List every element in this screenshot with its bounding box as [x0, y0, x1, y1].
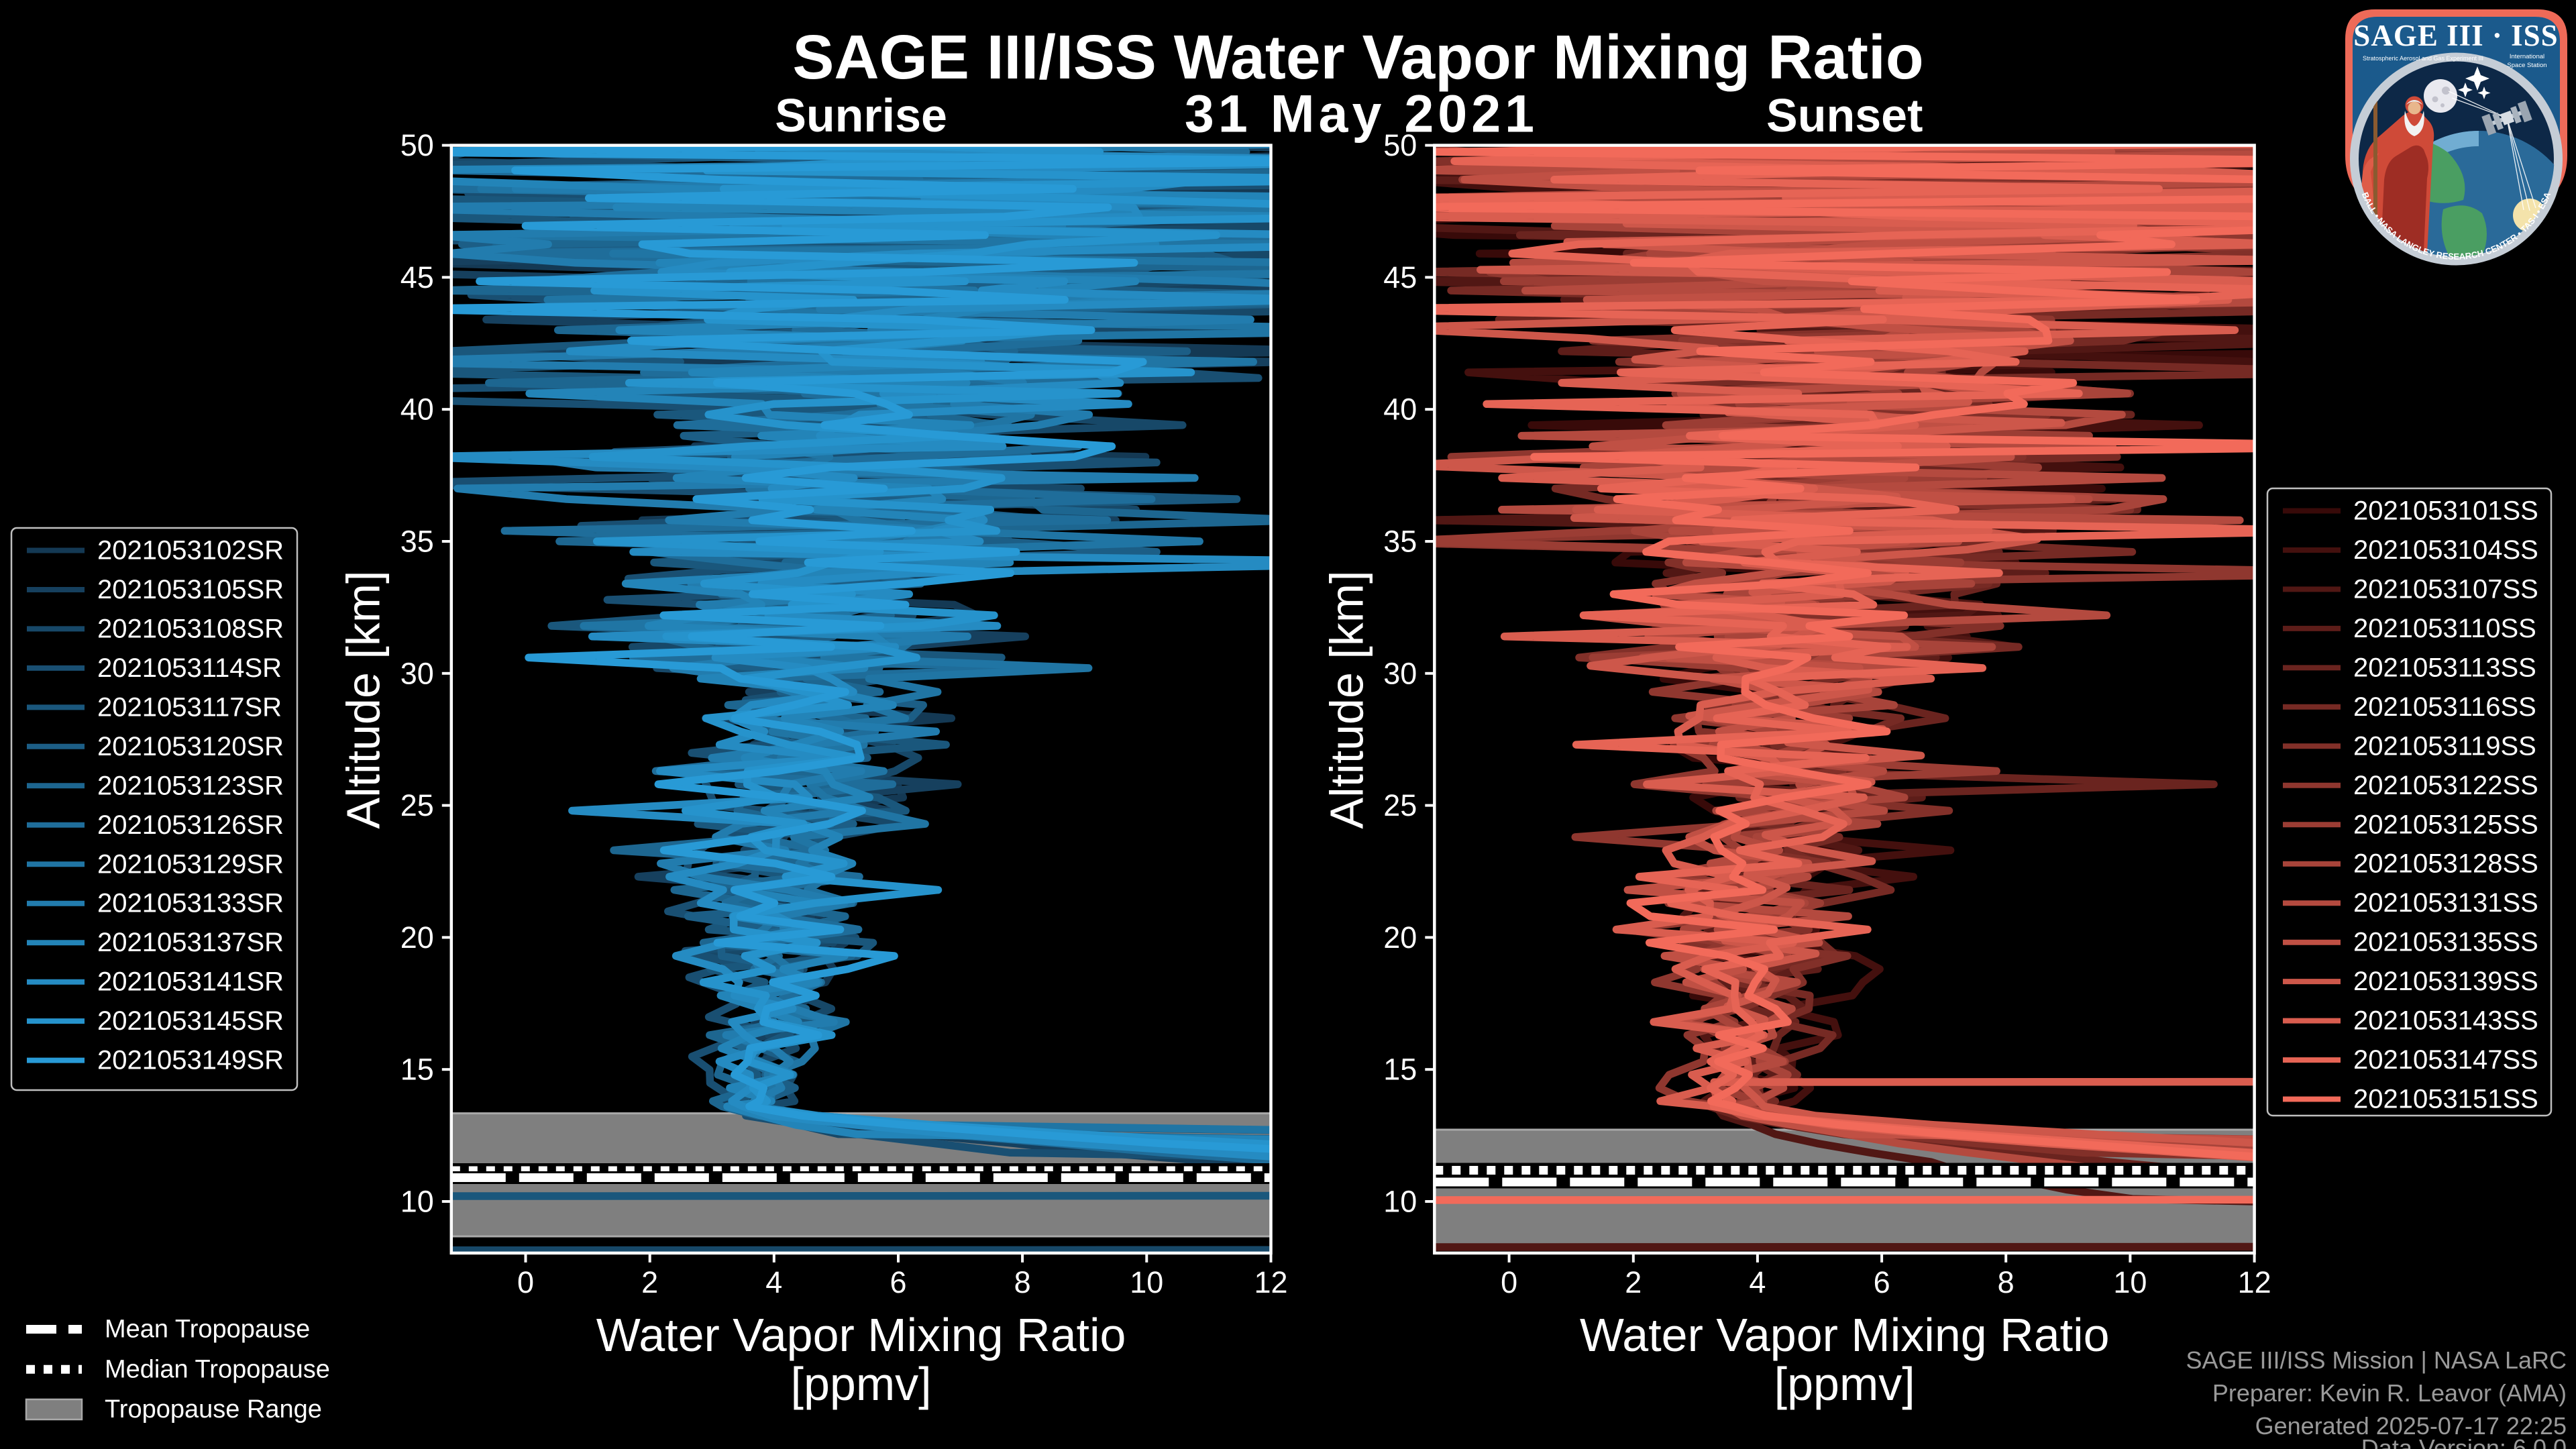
svg-text:Tropopause Range: Tropopause Range — [105, 1395, 322, 1424]
svg-text:20: 20 — [1383, 920, 1417, 955]
svg-text:45: 45 — [400, 260, 434, 294]
svg-text:10: 10 — [400, 1185, 434, 1219]
svg-text:30: 30 — [1383, 656, 1417, 690]
svg-text:2021053113SS: 2021053113SS — [2353, 653, 2536, 682]
svg-text:8: 8 — [1014, 1265, 1031, 1299]
svg-text:4: 4 — [1749, 1265, 1766, 1299]
svg-text:2021053139SS: 2021053139SS — [2353, 967, 2538, 996]
svg-text:Space Station: Space Station — [2507, 62, 2546, 69]
svg-text:2021053117SR: 2021053117SR — [97, 692, 282, 722]
svg-text:2: 2 — [641, 1265, 658, 1299]
svg-text:40: 40 — [400, 392, 434, 427]
svg-text:2021053110SS: 2021053110SS — [2353, 614, 2536, 643]
svg-text:Data Version: 6.0.0: Data Version: 6.0.0 — [2361, 1434, 2567, 1449]
svg-text:International: International — [2510, 53, 2544, 60]
svg-text:2021053145SR: 2021053145SR — [97, 1006, 284, 1036]
svg-text:2021053108SR: 2021053108SR — [97, 614, 284, 643]
svg-text:6: 6 — [890, 1265, 906, 1299]
svg-text:2: 2 — [1625, 1265, 1642, 1299]
svg-text:Sunrise: Sunrise — [775, 89, 947, 142]
svg-text:2021053151SS: 2021053151SS — [2353, 1085, 2538, 1114]
svg-text:2021053105SR: 2021053105SR — [97, 575, 284, 604]
svg-text:2021053131SS: 2021053131SS — [2353, 888, 2538, 918]
svg-text:50: 50 — [400, 128, 434, 162]
svg-text:10: 10 — [2113, 1265, 2147, 1299]
svg-text:40: 40 — [1383, 392, 1417, 427]
svg-text:2021053135SS: 2021053135SS — [2353, 928, 2538, 957]
svg-text:2021053119SS: 2021053119SS — [2353, 731, 2536, 761]
svg-text:12: 12 — [1254, 1265, 1287, 1299]
svg-text:15: 15 — [1383, 1053, 1417, 1087]
svg-text:2021053137SR: 2021053137SR — [97, 928, 284, 957]
svg-text:6: 6 — [1874, 1265, 1890, 1299]
svg-text:2021053120SR: 2021053120SR — [97, 732, 284, 761]
svg-text:Stratospheric Aerosol and Gas: Stratospheric Aerosol and Gas Experiment… — [2363, 55, 2483, 62]
svg-text:Water Vapor Mixing Ratio: Water Vapor Mixing Ratio — [596, 1309, 1126, 1361]
svg-text:10: 10 — [1130, 1265, 1163, 1299]
svg-text:2021053101SS: 2021053101SS — [2353, 496, 2538, 526]
svg-text:Sunset: Sunset — [1766, 89, 1923, 142]
svg-text:30: 30 — [400, 656, 434, 690]
svg-text:31 May 2021: 31 May 2021 — [1185, 84, 1538, 144]
svg-text:25: 25 — [1383, 788, 1417, 822]
svg-text:2021053123SR: 2021053123SR — [97, 771, 284, 800]
svg-text:50: 50 — [1383, 128, 1417, 162]
svg-text:35: 35 — [400, 525, 434, 559]
svg-text:2021053128SS: 2021053128SS — [2353, 849, 2538, 879]
svg-text:[ppmv]: [ppmv] — [1774, 1358, 1915, 1410]
svg-text:[ppmv]: [ppmv] — [791, 1358, 932, 1410]
svg-text:SAGE III · ISS: SAGE III · ISS — [2353, 19, 2558, 52]
svg-text:10: 10 — [1383, 1185, 1417, 1219]
svg-text:2021053143SS: 2021053143SS — [2353, 1006, 2538, 1036]
svg-text:2021053147SS: 2021053147SS — [2353, 1045, 2538, 1075]
svg-text:2021053104SS: 2021053104SS — [2353, 535, 2538, 565]
svg-text:Median Tropopause: Median Tropopause — [105, 1355, 330, 1383]
svg-text:Water Vapor Mixing Ratio: Water Vapor Mixing Ratio — [1580, 1309, 2110, 1361]
svg-text:2021053114SR: 2021053114SR — [97, 653, 282, 683]
svg-text:2021053133SR: 2021053133SR — [97, 889, 284, 918]
svg-text:2021053116SS: 2021053116SS — [2353, 692, 2536, 722]
svg-text:12: 12 — [2238, 1265, 2271, 1299]
svg-text:2021053122SS: 2021053122SS — [2353, 771, 2538, 800]
svg-text:SAGE III/ISS Water Vapor Mixin: SAGE III/ISS Water Vapor Mixing Ratio — [792, 22, 1923, 92]
svg-text:Generated 2025-07-17 22:25: Generated 2025-07-17 22:25 — [2255, 1412, 2567, 1440]
svg-text:SAGE III/ISS Mission | NASA La: SAGE III/ISS Mission | NASA LaRC — [2186, 1346, 2567, 1374]
svg-text:20: 20 — [400, 920, 434, 955]
svg-text:2021053129SR: 2021053129SR — [97, 849, 284, 879]
svg-text:25: 25 — [400, 788, 434, 822]
svg-text:35: 35 — [1383, 525, 1417, 559]
svg-text:2021053149SR: 2021053149SR — [97, 1046, 284, 1075]
svg-text:4: 4 — [765, 1265, 782, 1299]
svg-text:0: 0 — [517, 1265, 534, 1299]
svg-text:Preparer: Kevin R. Leavor (AMA: Preparer: Kevin R. Leavor (AMA) — [2212, 1379, 2567, 1407]
svg-text:2021053107SS: 2021053107SS — [2353, 574, 2538, 604]
svg-text:2021053126SR: 2021053126SR — [97, 810, 284, 840]
svg-text:15: 15 — [400, 1053, 434, 1087]
svg-text:2021053102SR: 2021053102SR — [97, 536, 284, 566]
svg-text:0: 0 — [1501, 1265, 1517, 1299]
svg-text:Altitude [km]: Altitude [km] — [1321, 570, 1373, 828]
svg-text:2021053125SS: 2021053125SS — [2353, 810, 2538, 839]
svg-text:Altitude [km]: Altitude [km] — [337, 570, 390, 828]
svg-text:8: 8 — [1998, 1265, 2015, 1299]
svg-text:45: 45 — [1383, 260, 1417, 294]
svg-text:2021053141SR: 2021053141SR — [97, 967, 284, 997]
svg-text:Mean Tropopause: Mean Tropopause — [105, 1316, 310, 1344]
